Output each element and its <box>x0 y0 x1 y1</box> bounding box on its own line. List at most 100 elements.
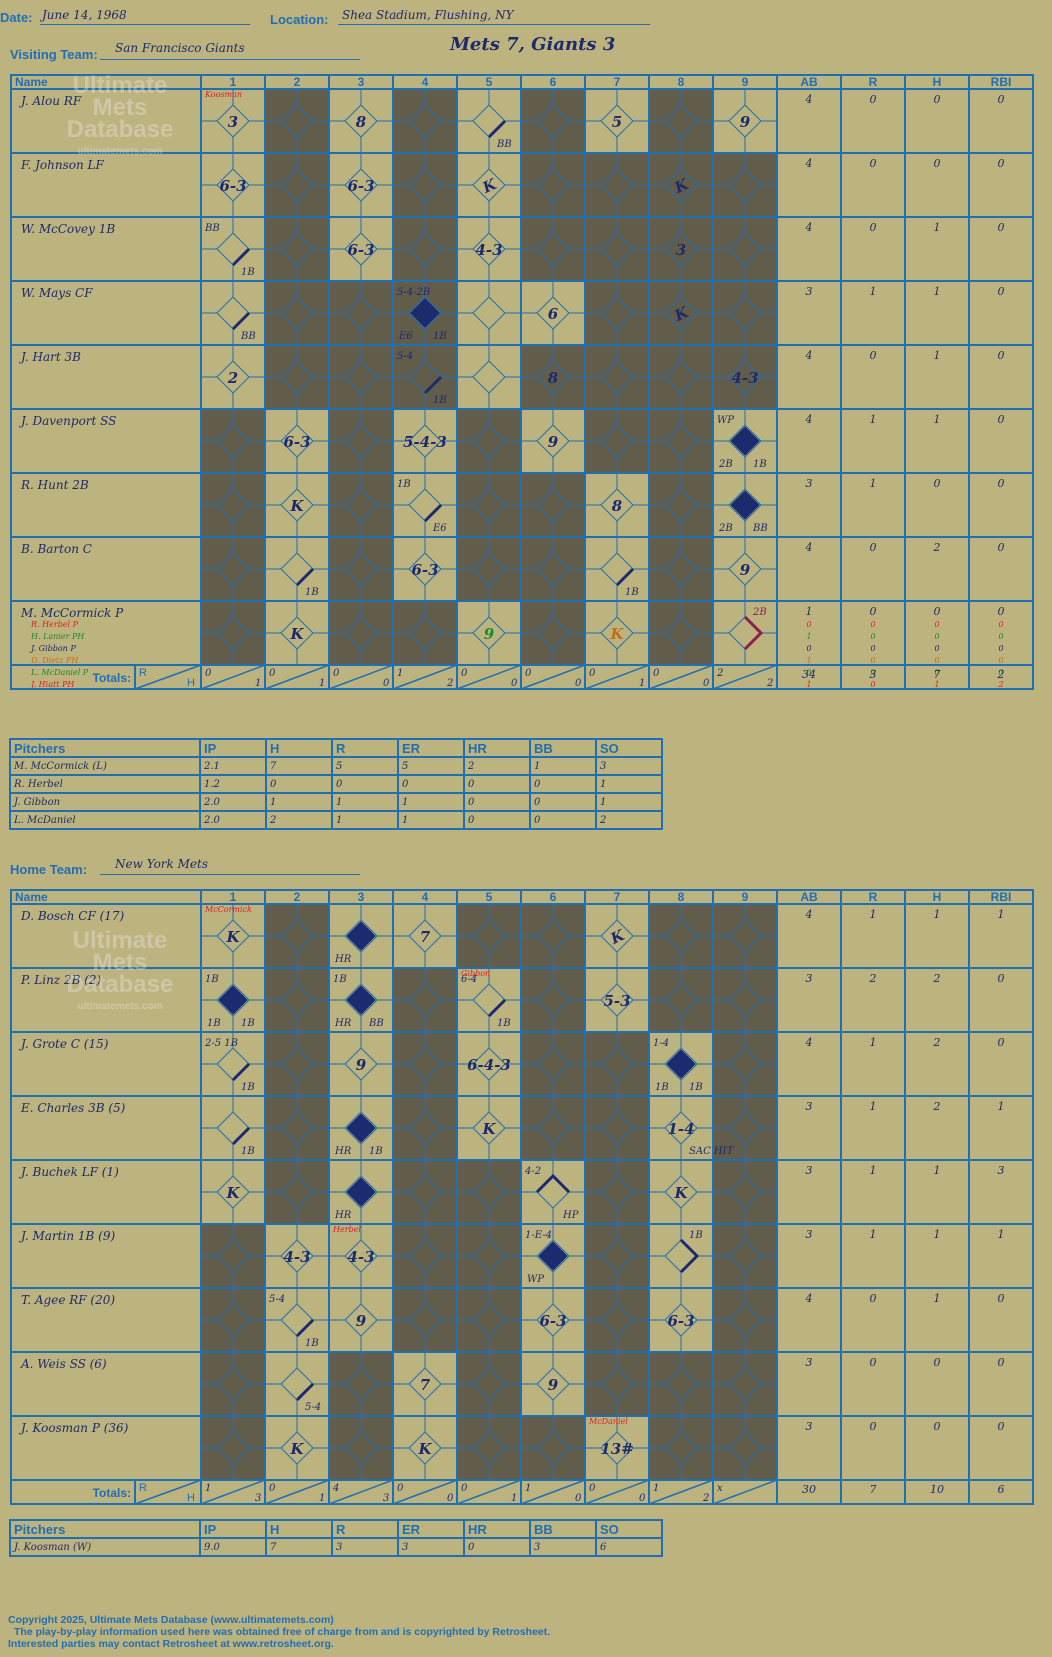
svg-text:H: H <box>187 1492 195 1504</box>
inning-cell <box>521 281 585 345</box>
inning-cell <box>649 153 713 217</box>
substitute-stat: 0 <box>998 644 1003 653</box>
inning-cell <box>329 601 393 665</box>
play-mark: HR 1B <box>334 1113 383 1157</box>
batter-name: J. Hart 3B <box>18 350 81 364</box>
svg-text:HR: HR <box>334 1210 352 1221</box>
footer: Copyright 2025, Ultimate Mets Database (… <box>8 1614 550 1650</box>
stat-header: R <box>869 75 878 89</box>
play-mark: 7 <box>420 1376 431 1394</box>
play-mark: K <box>289 625 304 643</box>
batter-name: J. Grote C (15) <box>18 1037 109 1051</box>
play-mark: 9 <box>548 433 559 451</box>
pitcher-change-mark: McDaniel <box>588 1417 628 1426</box>
inning-cell <box>329 153 393 217</box>
batter-stat: 0 <box>870 605 877 618</box>
inning-cell <box>585 281 649 345</box>
inning-total: 00 <box>584 1479 650 1505</box>
substitute-stat: 0 <box>934 656 939 665</box>
inning-cell <box>329 1352 393 1416</box>
inning-cell <box>457 1416 521 1480</box>
pitching-stat: 0 <box>265 774 333 794</box>
stat-header: H <box>933 890 942 904</box>
stat-total: 6 <box>998 1483 1005 1496</box>
inning-cell <box>457 217 521 281</box>
batter-stat: 0 <box>934 1356 941 1369</box>
svg-text:6-4-3: 6-4-3 <box>467 1056 511 1074</box>
stat-header: AB <box>800 75 818 89</box>
svg-text:HR: HR <box>334 954 352 965</box>
svg-text:HP: HP <box>562 1210 579 1221</box>
inning-header: 9 <box>742 75 749 89</box>
inning-cell <box>649 601 713 665</box>
inning-cell <box>457 1288 521 1352</box>
svg-text:1: 1 <box>397 668 403 679</box>
inning-total: 12 <box>392 664 458 690</box>
inning-cell <box>393 1032 457 1096</box>
inning-cell <box>393 968 457 1032</box>
svg-text:E6: E6 <box>398 331 413 342</box>
inning-cell <box>265 601 329 665</box>
svg-text:WP: WP <box>527 1274 544 1285</box>
pitching-stat: 1 <box>331 810 399 830</box>
batter-stat: 3 <box>806 972 813 985</box>
inning-header: 5 <box>486 75 493 89</box>
batter-stat: 3 <box>806 1164 813 1177</box>
inning-cell <box>713 1096 777 1160</box>
pitching-stat: 1 <box>331 792 399 812</box>
inning-cell <box>521 601 585 665</box>
substitute-stat: 0 <box>870 644 875 653</box>
inning-cell <box>585 1224 649 1288</box>
svg-text:0: 0 <box>575 678 582 689</box>
inning-cell <box>393 537 457 601</box>
play-mark: 6-4-3 <box>467 1056 511 1074</box>
inning-cell <box>457 601 521 665</box>
stat-header: RBI <box>991 75 1012 89</box>
batter-stat: 0 <box>998 285 1005 298</box>
play-mark: 6-3 <box>411 561 438 579</box>
svg-text:WP: WP <box>717 415 734 426</box>
svg-text:1: 1 <box>205 1483 211 1494</box>
inning-cell <box>265 1032 329 1096</box>
substitute-stat: 0 <box>934 644 939 653</box>
inning-cell <box>265 409 329 473</box>
svg-text:0: 0 <box>461 1483 468 1494</box>
pitching-stat: 1 <box>529 756 597 776</box>
svg-text:9: 9 <box>548 433 559 451</box>
play-mark: 5-4 <box>295 1382 321 1413</box>
pitcher-name: L. McDaniel <box>9 810 201 830</box>
batter-name: J. Davenport SS <box>18 414 116 428</box>
svg-text:HR: HR <box>334 1146 352 1157</box>
batter-stat: 4 <box>805 93 813 106</box>
inning-cell <box>521 473 585 537</box>
pitcher-row: R. Herbel 1.2 0 0 0 0 0 1 <box>9 774 663 794</box>
batter-stat: 0 <box>934 93 941 106</box>
batter-stat: 1 <box>998 908 1005 921</box>
inning-cell <box>457 1096 521 1160</box>
home-pitchers-table: Pitchers IP H R ER HR BB SO J. Koosman (W) 9.0 7 3 3… <box>9 1519 663 1557</box>
svg-text:SAC HIT: SAC HIT <box>689 1146 735 1157</box>
inning-cell <box>649 1096 713 1160</box>
batter-stat: 1 <box>870 908 877 921</box>
inning-cell <box>393 345 457 409</box>
inning-cell <box>265 968 329 1032</box>
inning-cell <box>201 537 265 601</box>
inning-total: 00 <box>648 664 714 690</box>
inning-header: 6 <box>550 890 557 904</box>
inning-cell <box>265 1224 329 1288</box>
svg-text:2: 2 <box>702 1493 709 1504</box>
pitching-stat: 2.1 <box>199 756 267 776</box>
batter-stat: 0 <box>998 413 1005 426</box>
stat-total: 2 <box>997 668 1005 681</box>
substitute-stat: 0 <box>998 656 1003 665</box>
inning-cell <box>521 968 585 1032</box>
inning-cell <box>713 1160 777 1224</box>
inning-cell <box>649 281 713 345</box>
substitute-stat: 0 <box>998 632 1003 641</box>
pitching-stat-header: BB <box>529 1519 597 1539</box>
play-mark: 6-3 <box>347 241 374 259</box>
batter-name: A. Weis SS (6) <box>20 1357 107 1371</box>
play-mark: 1B 1B 1B <box>205 974 255 1029</box>
date-underline <box>40 24 250 25</box>
